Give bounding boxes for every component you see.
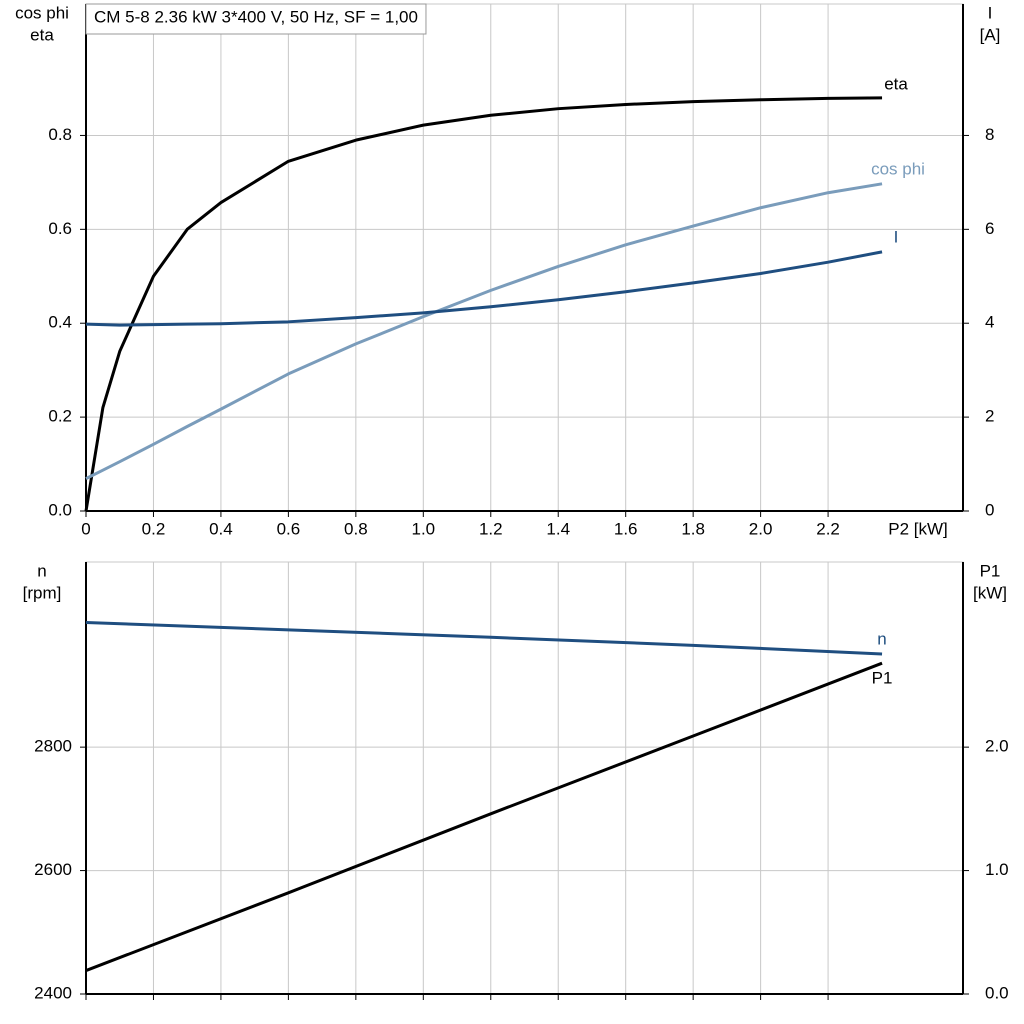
- series-label: n: [877, 629, 886, 648]
- y2-tick-label: 0.0: [985, 983, 1009, 1002]
- y-tick-label: 0.4: [48, 313, 72, 332]
- x-tick-label: 0.4: [209, 519, 233, 538]
- y-tick-label: 0.2: [48, 407, 72, 426]
- x-tick-label: 0.2: [142, 519, 166, 538]
- plot-frame: [85, 3, 964, 512]
- x-tick-label: 1.0: [411, 519, 435, 538]
- y2-axis-label: [kW]: [973, 583, 1007, 602]
- y-tick-label: 2400: [34, 983, 72, 1002]
- x-tick-label: 2.2: [816, 519, 840, 538]
- y2-tick-label: 4: [985, 313, 994, 332]
- series-line: [85, 250, 883, 327]
- y-tick-label: 2600: [34, 860, 72, 879]
- y2-tick-label: 2: [985, 407, 994, 426]
- x-tick-label: 2.0: [749, 519, 773, 538]
- y2-axis-label: P1: [980, 561, 1001, 580]
- y2-axis-label: I: [988, 3, 993, 22]
- y-tick-label: 0.6: [48, 219, 72, 238]
- y-axis-label: [rpm]: [23, 583, 62, 602]
- y-axis-label: cos phi: [15, 3, 69, 22]
- y-tick-label: 0.8: [48, 125, 72, 144]
- series-line: [85, 182, 883, 480]
- series-label: I: [894, 227, 899, 246]
- series-label: P1: [872, 669, 893, 688]
- title-box: [85, 3, 427, 35]
- y2-tick-label: 8: [985, 125, 994, 144]
- y-axis-label: n: [37, 561, 46, 580]
- x-tick-label: 1.4: [546, 519, 570, 538]
- y2-tick-label: 1.0: [985, 860, 1009, 879]
- y2-tick-label: 2.0: [985, 737, 1009, 756]
- x-tick-label: 0: [81, 519, 90, 538]
- x-tick-label: 1.6: [614, 519, 638, 538]
- plot-frame: [85, 561, 964, 995]
- x-tick-label: 1.2: [479, 519, 503, 538]
- y2-tick-label: 0: [985, 500, 994, 519]
- y2-tick-label: 6: [985, 219, 994, 238]
- y2-axis-label: [A]: [980, 25, 1001, 44]
- x-tick-label: 0.6: [277, 519, 301, 538]
- series-line: [85, 620, 883, 656]
- chart-title: CM 5-8 2.36 kW 3*400 V, 50 Hz, SF = 1,00: [94, 7, 418, 26]
- y-tick-label: 2800: [34, 737, 72, 756]
- series-label: eta: [884, 74, 908, 93]
- x-tick-label: 0.8: [344, 519, 368, 538]
- series-label: cos phi: [871, 159, 925, 178]
- y-axis-label: eta: [30, 25, 54, 44]
- x-tick-label: 1.8: [681, 519, 705, 538]
- y-tick-label: 0.0: [48, 500, 72, 519]
- x-axis-label: P2 [kW]: [888, 519, 948, 538]
- series-line: [84, 96, 883, 512]
- series-line: [85, 661, 883, 972]
